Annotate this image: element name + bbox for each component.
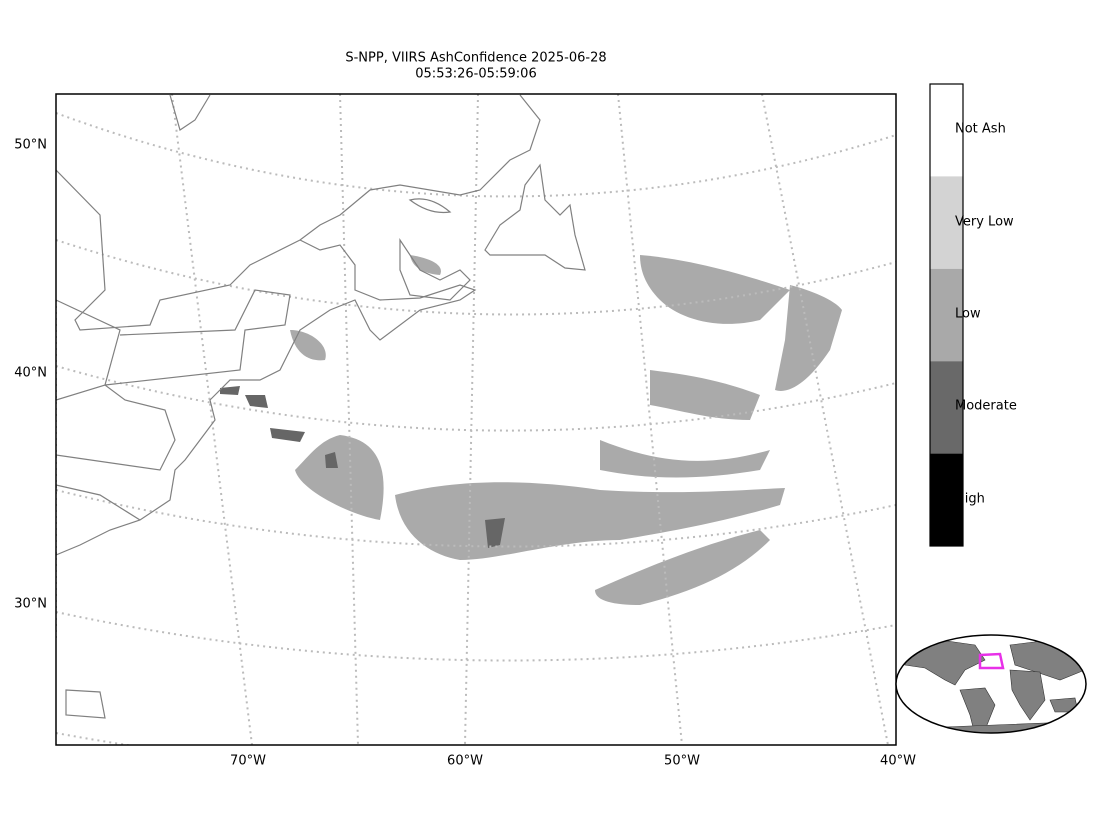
title-line: S-NPP, VIIRS AshConfidence 2025-06-28	[345, 51, 606, 66]
lon-label: 40°W	[880, 754, 916, 769]
colorbar-frame	[929, 83, 964, 547]
colorbar-label: High	[955, 492, 985, 507]
colorbar-label: Low	[955, 307, 981, 322]
lat-label: 30°N	[14, 597, 47, 612]
locator-box	[978, 652, 1005, 670]
map-panel	[55, 93, 897, 746]
lon-label: 60°W	[447, 754, 483, 769]
lon-label: 70°W	[230, 754, 266, 769]
colorbar-segment	[930, 176, 963, 269]
lat-label: 40°N	[14, 366, 47, 381]
colorbar-segment	[930, 268, 963, 362]
ash-field	[220, 255, 842, 605]
globe-outline	[895, 634, 1087, 734]
colorbar: Not Ash Very Low Low Moderate High	[929, 83, 1017, 547]
map-frame	[55, 93, 897, 746]
lon-label: 50°W	[664, 754, 700, 769]
lat-label: 50°N	[14, 138, 47, 153]
colorbar-segment	[930, 361, 963, 454]
graticule	[56, 94, 896, 745]
colorbar-label: Not Ash	[955, 122, 1006, 137]
colorbar-label: Moderate	[955, 399, 1017, 414]
colorbar-segment	[930, 453, 963, 546]
colorbar-segment	[930, 84, 963, 177]
locator-globe	[895, 634, 1087, 734]
title-line: 05:53:26-05:59:06	[415, 67, 536, 82]
coastlines	[56, 94, 586, 719]
colorbar-label: Very Low	[955, 215, 1014, 230]
